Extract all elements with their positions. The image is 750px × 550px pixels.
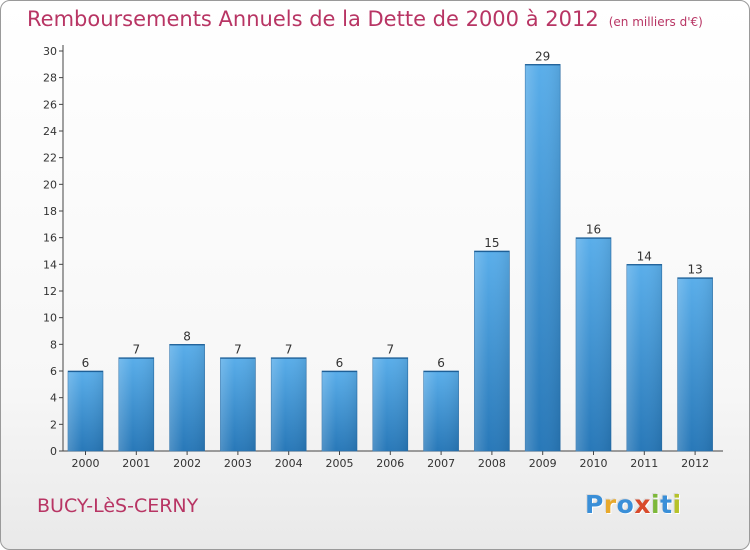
bar-shade xyxy=(423,371,459,451)
x-tick-label: 2002 xyxy=(173,457,201,470)
x-tick-label: 2010 xyxy=(580,457,608,470)
data-label: 29 xyxy=(535,49,550,63)
data-label: 7 xyxy=(285,343,293,357)
bar-shade xyxy=(372,357,408,451)
x-tick-label: 2003 xyxy=(224,457,252,470)
y-tick-label: 4 xyxy=(50,392,57,405)
y-tick-label: 22 xyxy=(43,152,57,165)
title-main: Remboursements Annuels de la Dette de 20… xyxy=(27,7,599,31)
data-label: 16 xyxy=(586,223,601,237)
y-tick-label: 26 xyxy=(43,98,57,111)
logo-letter: t xyxy=(660,490,673,519)
x-tick-label: 2005 xyxy=(326,457,354,470)
x-tick-label: 2008 xyxy=(478,457,506,470)
y-tick-label: 0 xyxy=(50,445,57,458)
data-label: 8 xyxy=(183,329,191,343)
bar-shade xyxy=(474,251,510,451)
y-tick-label: 6 xyxy=(50,365,57,378)
labels: 6 2000 7 2001 8 2002 7 2003 7 2004 6 2005 7 2006 6 2007… xyxy=(72,49,710,470)
bar-shade xyxy=(322,371,357,451)
bar-shade xyxy=(68,371,103,451)
logo-letter: P xyxy=(585,490,604,519)
chart-title: Remboursements Annuels de la Dette de 20… xyxy=(27,7,703,31)
y-tick-label: 8 xyxy=(50,338,57,351)
data-label: 6 xyxy=(437,356,445,370)
y-tick-label: 30 xyxy=(43,45,57,58)
x-tick-label: 2000 xyxy=(72,457,100,470)
y-tick-label: 18 xyxy=(43,205,57,218)
y-tick-label: 2 xyxy=(50,418,57,431)
logo-letter: i xyxy=(651,490,661,519)
bars xyxy=(67,64,713,452)
bar-shade xyxy=(271,357,307,451)
y-tick-label: 16 xyxy=(43,232,57,245)
x-tick-label: 2006 xyxy=(376,457,404,470)
title-unit: (en milliers d'€) xyxy=(608,15,703,29)
proxiti-logo: Proxiti xyxy=(585,490,682,519)
logo-letter: i xyxy=(672,490,682,519)
bar-shade xyxy=(220,357,256,451)
data-label: 15 xyxy=(484,236,499,250)
bar-shade xyxy=(677,277,713,451)
x-tick-label: 2007 xyxy=(427,457,455,470)
x-tick-label: 2009 xyxy=(529,457,557,470)
logo-letter: r xyxy=(603,490,617,519)
data-label: 14 xyxy=(637,249,652,263)
x-tick-label: 2001 xyxy=(122,457,150,470)
x-tick-label: 2012 xyxy=(681,457,709,470)
data-label: 7 xyxy=(132,343,140,357)
y-tick-label: 24 xyxy=(43,125,57,138)
data-label: 7 xyxy=(234,343,242,357)
y-tick-label: 28 xyxy=(43,72,57,85)
y-tick-label: 20 xyxy=(43,178,57,191)
bar-shade xyxy=(626,264,662,451)
data-label: 6 xyxy=(82,356,90,370)
bar-shade xyxy=(576,237,611,451)
x-tick-label: 2011 xyxy=(630,457,658,470)
logo-letter: x xyxy=(634,490,651,519)
data-label: 13 xyxy=(687,263,702,277)
data-label: 7 xyxy=(386,343,394,357)
bar-shade xyxy=(169,344,205,451)
data-label: 6 xyxy=(336,356,344,370)
bar-shade xyxy=(118,357,154,451)
y-tick-label: 14 xyxy=(43,258,57,271)
x-tick-label: 2004 xyxy=(275,457,303,470)
bar-shade xyxy=(525,64,561,452)
logo-letter: o xyxy=(616,490,635,519)
y-tick-label: 12 xyxy=(43,285,57,298)
commune-name: BUCY-LèS-CERNY xyxy=(37,495,199,517)
y-tick-label: 10 xyxy=(43,312,57,325)
